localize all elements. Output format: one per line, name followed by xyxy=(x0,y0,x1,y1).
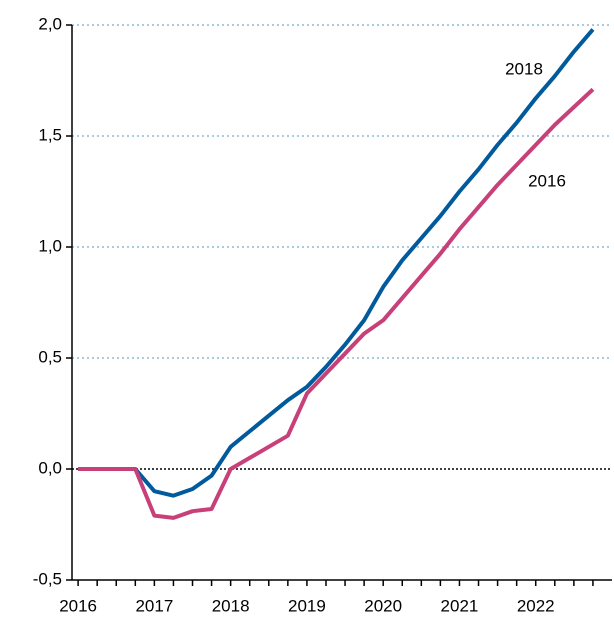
y-tick-label: 0,5 xyxy=(38,347,62,366)
y-tick-label: 2,0 xyxy=(38,14,62,33)
y-tick-label: 0,0 xyxy=(38,458,62,477)
x-tick-label: 2018 xyxy=(212,596,250,615)
x-tick-label: 2022 xyxy=(517,596,555,615)
series-line xyxy=(78,87,595,520)
series-line xyxy=(78,28,595,498)
series-label: 2018 xyxy=(505,59,543,78)
series-label: 2016 xyxy=(528,171,566,190)
y-tick-label: 1,0 xyxy=(38,236,62,255)
x-tick-label: 2021 xyxy=(441,596,479,615)
y-tick-label: -0,5 xyxy=(33,569,62,588)
x-tick-label: 2019 xyxy=(288,596,326,615)
x-tick-label: 2016 xyxy=(59,596,97,615)
x-tick-label: 2017 xyxy=(135,596,173,615)
x-tick-label: 2020 xyxy=(364,596,402,615)
y-tick-label: 1,5 xyxy=(38,125,62,144)
